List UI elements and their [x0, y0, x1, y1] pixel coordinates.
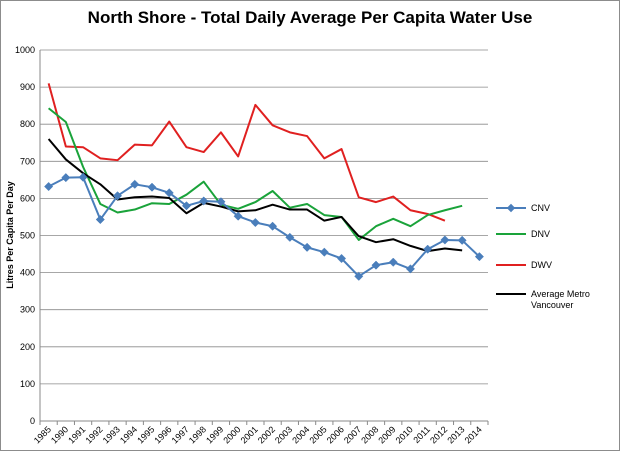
- x-tick-label: 2009: [376, 424, 397, 445]
- x-tick-label: 1999: [204, 424, 225, 445]
- series-line-dwv: [47, 83, 446, 222]
- x-tick-label: 2000: [221, 424, 242, 445]
- y-tick-label: 500: [20, 231, 35, 241]
- legend-label: DWV: [531, 260, 552, 270]
- series-line-average-metro-vancouver: [47, 138, 463, 253]
- data-point-cnv: [336, 253, 347, 264]
- x-tick-label: 1994: [118, 424, 139, 445]
- y-tick-label: 600: [20, 193, 35, 203]
- data-point-cnv: [440, 235, 450, 245]
- x-tick-label: 2011: [411, 424, 432, 445]
- x-tick-label: 1997: [170, 424, 191, 445]
- data-point-cnv: [199, 196, 209, 206]
- x-tick-label: 1995: [135, 424, 156, 445]
- x-tick-label: 1992: [83, 424, 104, 445]
- y-tick-label: 800: [20, 119, 35, 129]
- x-tick-label: 2012: [428, 424, 449, 445]
- x-tick-label: 2010: [394, 424, 415, 445]
- legend-marker: [506, 203, 516, 213]
- grid-layer: [40, 49, 488, 385]
- data-point-cnv: [78, 172, 88, 182]
- legend-label: Average Metro Vancouver: [531, 289, 590, 310]
- data-point-cnv: [112, 191, 123, 201]
- x-tick-label: 1990: [49, 424, 70, 445]
- data-point-cnv: [302, 242, 312, 252]
- data-point-cnv: [250, 217, 260, 228]
- x-tick-label: 1991: [66, 424, 87, 445]
- data-point-cnv: [354, 271, 364, 281]
- chart-title: North Shore - Total Daily Average Per Ca…: [87, 8, 533, 27]
- x-tick-label: 2001: [239, 424, 260, 445]
- data-point-cnv: [147, 182, 157, 192]
- data-point-cnv: [130, 179, 140, 189]
- data-point-cnv: [405, 264, 416, 274]
- data-point-cnv: [95, 214, 105, 225]
- y-tick-label: 200: [20, 342, 35, 352]
- y-tick-label: 700: [20, 156, 35, 166]
- data-point-cnv: [44, 181, 54, 192]
- x-tick-label: 1985: [32, 424, 53, 445]
- legend-label: DNV: [531, 229, 550, 239]
- data-point-cnv: [216, 197, 226, 207]
- data-point-cnv: [388, 257, 398, 267]
- data-point-cnv: [164, 188, 174, 198]
- x-tick-label: 2003: [273, 424, 294, 445]
- x-tick-label: 2007: [342, 424, 363, 445]
- x-tick-label: 2013: [445, 424, 466, 445]
- axis-layer: 0 100 200 300 400 500 600 700 800 900 1000 19851990…: [15, 45, 489, 446]
- series-line-dnv: [47, 107, 463, 241]
- data-point-cnv: [457, 235, 467, 245]
- x-tick-label: 2005: [307, 424, 328, 445]
- data-point-cnv: [474, 252, 484, 262]
- x-tick-label: 2008: [359, 424, 380, 445]
- legend-label: CNV: [531, 203, 550, 213]
- data-point-cnv: [371, 260, 381, 270]
- legend: CNV DNV DWV Average Metro Vancouver: [496, 203, 590, 310]
- y-tick-label: 400: [20, 268, 35, 278]
- data-point-cnv: [423, 244, 433, 254]
- data-point-cnv: [285, 232, 295, 242]
- data-point-cnv: [181, 201, 192, 211]
- x-tick-label: 1993: [101, 424, 122, 445]
- y-tick-label: 900: [20, 82, 35, 92]
- data-point-cnv: [233, 211, 243, 221]
- x-tick-label: 2014: [463, 424, 484, 445]
- y-tick-label: 100: [20, 379, 35, 389]
- x-tick-label: 1996: [152, 424, 173, 445]
- x-tick-label: 2004: [290, 424, 311, 445]
- data-point-cnv: [61, 173, 71, 183]
- y-tick-label: 300: [20, 305, 35, 315]
- data-point-cnv: [268, 221, 278, 231]
- series-line-cnv: [48, 176, 481, 278]
- y-tick-label: 1000: [15, 45, 35, 55]
- series-layer: [44, 83, 484, 281]
- x-tick-label: 2006: [325, 424, 346, 445]
- x-tick-label: 1998: [187, 424, 208, 445]
- y-axis-label: Litres Per Capita Per Day: [5, 181, 15, 289]
- x-tick-label: 2002: [256, 424, 277, 445]
- data-point-cnv: [319, 247, 329, 257]
- y-tick-label: 0: [30, 416, 35, 426]
